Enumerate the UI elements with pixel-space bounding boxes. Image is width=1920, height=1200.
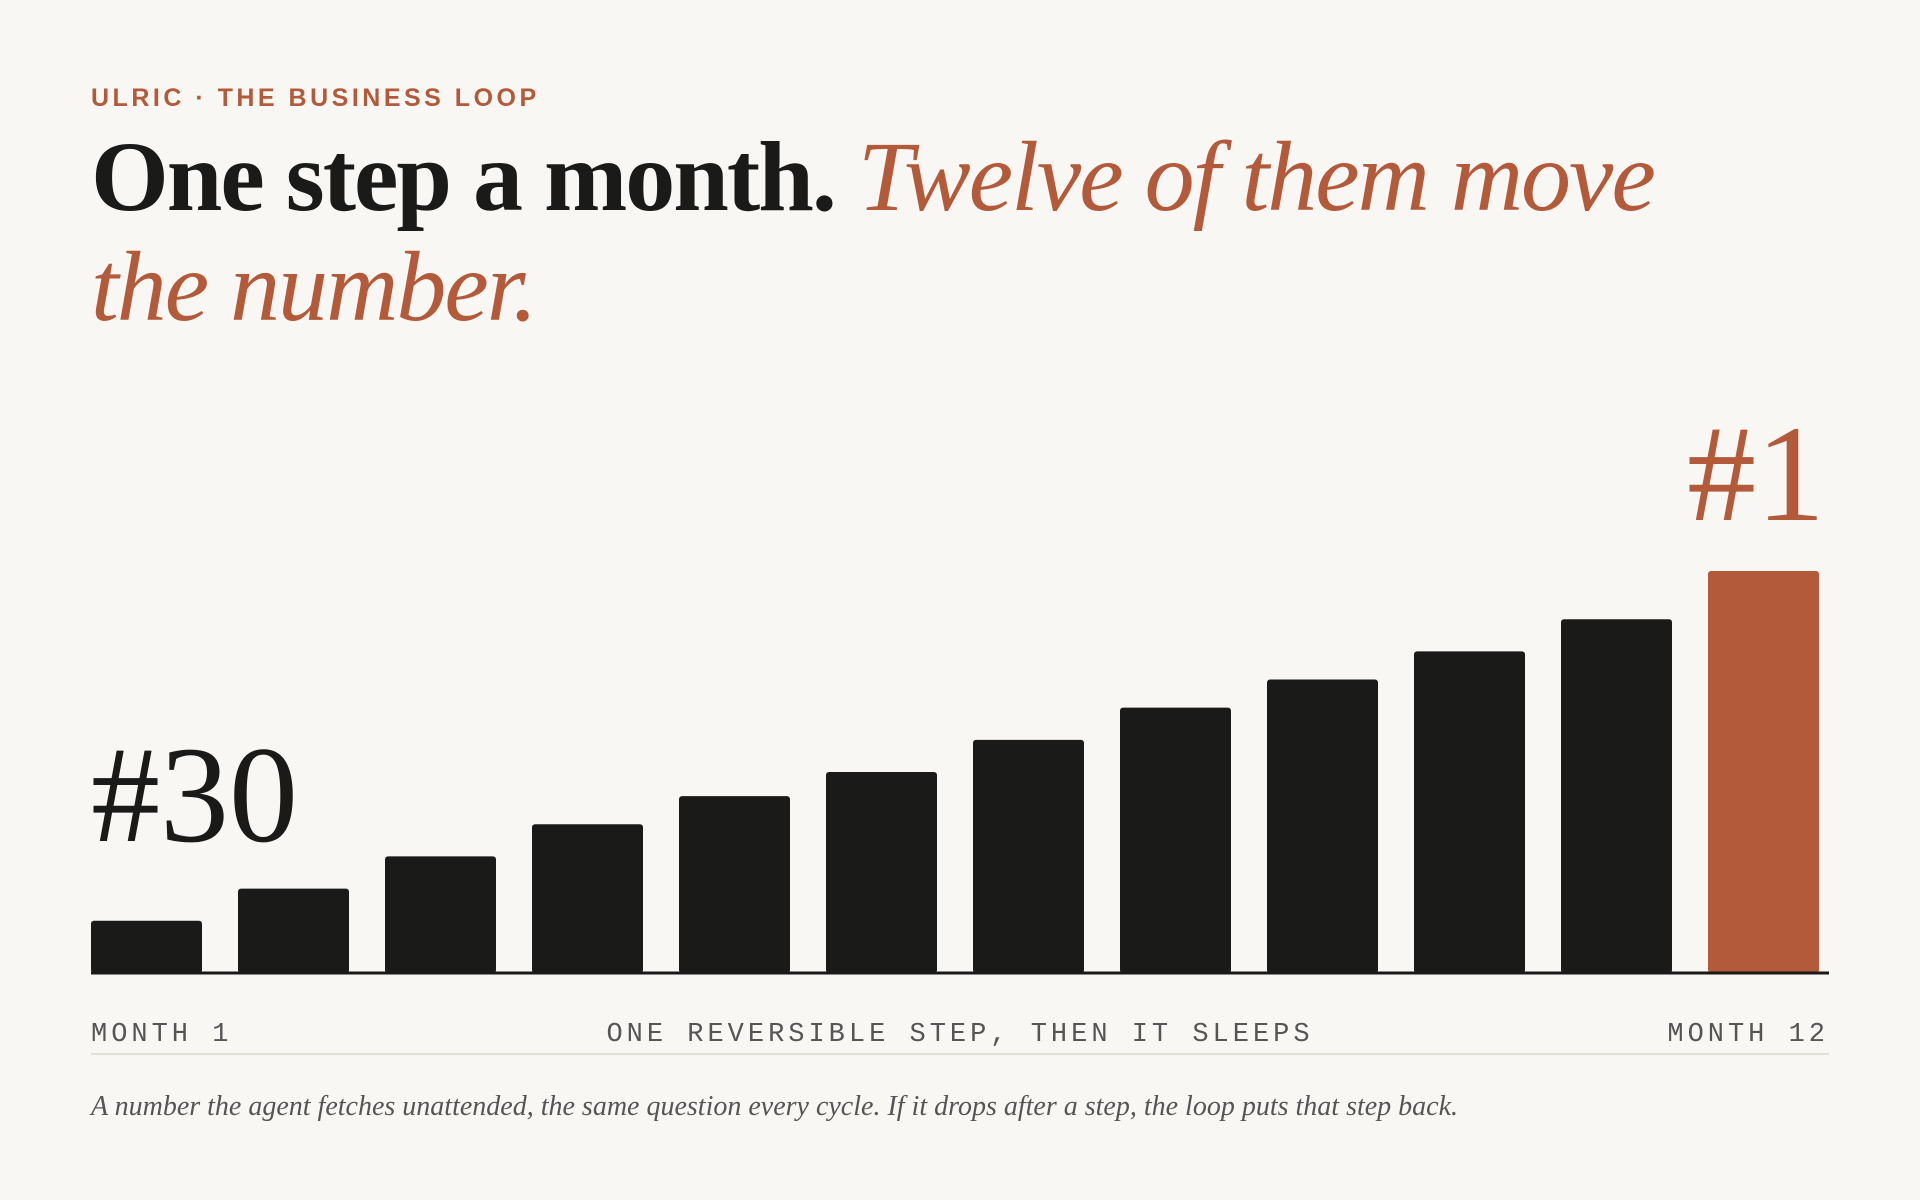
caption: A number the agent fetches unattended, t…	[89, 1091, 1458, 1122]
bar	[826, 772, 937, 973]
bar	[238, 888, 349, 973]
bar	[1120, 707, 1231, 973]
headline-plain: One step a month.	[91, 121, 837, 232]
x-axis-label: ONE REVERSIBLE STEP, THEN IT SLEEPS	[606, 1020, 1313, 1050]
headline: One step a month. Twelve of them move th…	[91, 122, 1711, 342]
x-tick-label: MONTH 1	[91, 1020, 232, 1050]
end-annotation: #1	[1687, 397, 1825, 550]
bar	[532, 824, 643, 973]
headline-emphasis: Twelve of them move the number.	[91, 121, 1656, 342]
kicker: ULRIC · THE BUSINESS LOOP	[91, 84, 540, 112]
bar	[1267, 679, 1378, 973]
bar	[91, 920, 202, 973]
bar	[973, 739, 1084, 973]
start-annotation: #30	[91, 718, 298, 871]
bar	[679, 796, 790, 973]
bar	[385, 856, 496, 973]
x-tick-label: MONTH 12	[1667, 1020, 1829, 1050]
bar	[1708, 571, 1819, 973]
bar	[1414, 651, 1525, 973]
bar	[1561, 619, 1672, 973]
